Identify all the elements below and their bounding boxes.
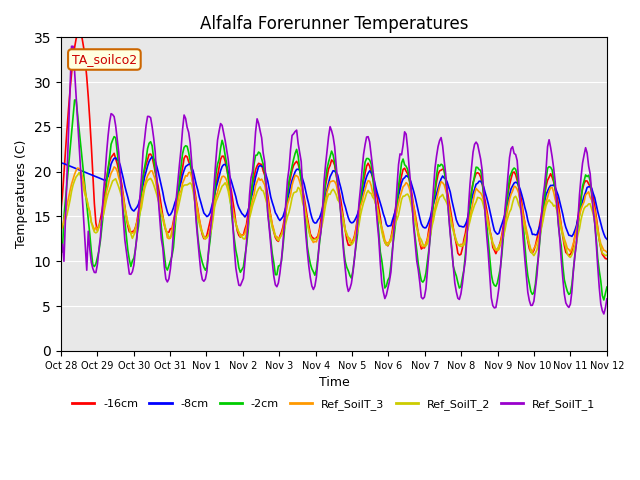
Ref_SoilT_3 bbox=[110, 164, 118, 170]
-16cm bbox=[603, 256, 611, 262]
Ref_SoilT_2 bbox=[575, 226, 583, 231]
Ref_SoilT_1 bbox=[603, 296, 611, 302]
Ref_SoilT_2 bbox=[125, 226, 133, 231]
-16cm bbox=[57, 207, 65, 213]
-2cm bbox=[125, 257, 133, 263]
Line: -8cm: -8cm bbox=[61, 157, 607, 239]
-16cm bbox=[574, 214, 582, 220]
-8cm bbox=[298, 170, 305, 176]
-2cm bbox=[574, 223, 582, 228]
Ref_SoilT_1 bbox=[298, 158, 305, 164]
Ref_SoilT_2 bbox=[249, 203, 257, 209]
Ref_SoilT_2 bbox=[566, 254, 574, 260]
-8cm bbox=[574, 215, 582, 221]
-16cm bbox=[221, 158, 229, 164]
-8cm bbox=[249, 190, 257, 196]
Ref_SoilT_3 bbox=[57, 227, 65, 232]
Ref_SoilT_2 bbox=[76, 170, 83, 176]
-16cm bbox=[239, 232, 247, 238]
-2cm bbox=[600, 297, 608, 303]
-16cm bbox=[76, 29, 83, 35]
Ref_SoilT_3 bbox=[125, 224, 133, 230]
Ref_SoilT_1 bbox=[221, 138, 229, 144]
-16cm bbox=[125, 229, 133, 235]
-2cm bbox=[221, 153, 229, 158]
-8cm bbox=[221, 162, 229, 168]
-16cm bbox=[298, 176, 305, 182]
-16cm bbox=[249, 181, 257, 187]
Ref_SoilT_3 bbox=[249, 197, 257, 203]
Ref_SoilT_3 bbox=[221, 175, 229, 180]
Line: Ref_SoilT_1: Ref_SoilT_1 bbox=[61, 46, 607, 314]
Line: -2cm: -2cm bbox=[61, 100, 607, 300]
Ref_SoilT_1 bbox=[249, 168, 257, 174]
-8cm bbox=[148, 154, 156, 160]
-2cm bbox=[71, 97, 79, 103]
Ref_SoilT_2 bbox=[57, 223, 65, 229]
Text: TA_soilco2: TA_soilco2 bbox=[72, 53, 137, 66]
Ref_SoilT_1 bbox=[68, 43, 76, 49]
Ref_SoilT_2 bbox=[298, 192, 305, 198]
X-axis label: Time: Time bbox=[319, 376, 349, 389]
Line: Ref_SoilT_3: Ref_SoilT_3 bbox=[61, 167, 607, 252]
Line: -16cm: -16cm bbox=[61, 32, 607, 259]
Title: Alfalfa Forerunner Temperatures: Alfalfa Forerunner Temperatures bbox=[200, 15, 468, 33]
Ref_SoilT_1 bbox=[574, 216, 582, 221]
-2cm bbox=[603, 284, 611, 290]
Ref_SoilT_1 bbox=[125, 271, 133, 277]
-8cm bbox=[603, 236, 611, 242]
Line: Ref_SoilT_2: Ref_SoilT_2 bbox=[61, 173, 607, 257]
Ref_SoilT_1 bbox=[239, 276, 247, 281]
Y-axis label: Temperatures (C): Temperatures (C) bbox=[15, 140, 28, 248]
-8cm bbox=[124, 194, 132, 200]
Ref_SoilT_3 bbox=[574, 219, 582, 225]
Ref_SoilT_1 bbox=[57, 243, 65, 249]
-2cm bbox=[298, 178, 305, 183]
Ref_SoilT_3 bbox=[239, 232, 247, 238]
Ref_SoilT_3 bbox=[298, 184, 305, 190]
Ref_SoilT_2 bbox=[603, 252, 611, 258]
-2cm bbox=[239, 264, 247, 270]
-8cm bbox=[57, 160, 65, 166]
-2cm bbox=[249, 179, 257, 185]
Ref_SoilT_3 bbox=[603, 249, 611, 255]
-8cm bbox=[239, 212, 247, 218]
-2cm bbox=[57, 249, 65, 255]
Ref_SoilT_1 bbox=[600, 311, 608, 317]
Legend: -16cm, -8cm, -2cm, Ref_SoilT_3, Ref_SoilT_2, Ref_SoilT_1: -16cm, -8cm, -2cm, Ref_SoilT_3, Ref_Soil… bbox=[68, 395, 600, 414]
Ref_SoilT_2 bbox=[221, 180, 229, 186]
Ref_SoilT_2 bbox=[239, 236, 247, 241]
